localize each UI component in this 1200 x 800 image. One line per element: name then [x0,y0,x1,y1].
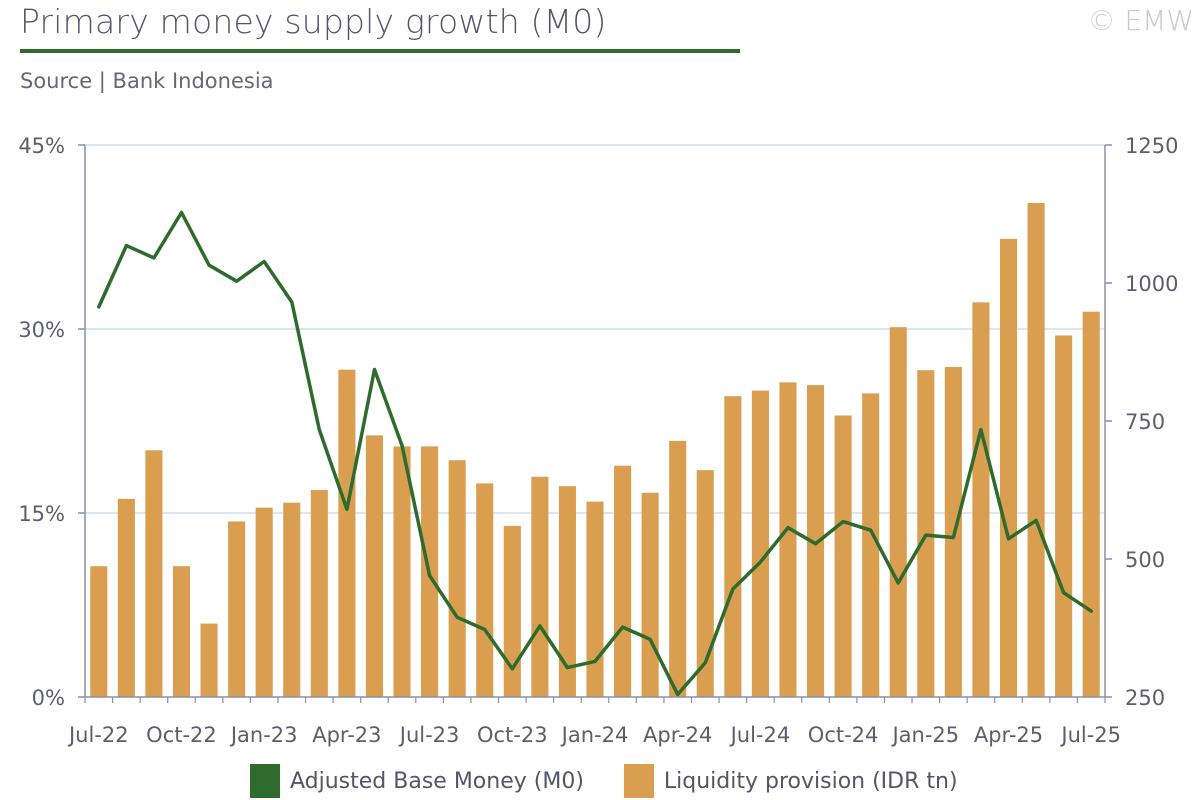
bar [751,390,769,697]
x-tick-label: Oct-22 [146,723,217,747]
bar [1055,335,1073,697]
left-tick-label: 0% [32,686,65,710]
bar [724,396,742,697]
right-tick-label: 750 [1125,410,1165,434]
x-tick-label: Jul-23 [398,723,460,747]
title-underline [20,49,740,53]
right-tick-label: 1000 [1125,272,1178,296]
right-tick-label: 500 [1125,548,1165,572]
x-tick-label: Jul-25 [1059,723,1121,747]
bar [200,623,218,697]
bar [806,385,825,697]
right-tick-label: 250 [1125,686,1165,710]
bar [696,470,714,697]
bar [228,521,246,697]
bar [889,327,907,697]
x-tick-label: Apr-23 [312,723,381,747]
legend-swatch-bar [623,764,654,798]
bar [448,460,466,697]
axes [78,144,1112,703]
x-tick-label: Jan-24 [560,723,629,747]
m0-line [97,210,1093,697]
bar [641,492,659,697]
bar [145,450,163,697]
bar [1082,311,1100,697]
bar [476,483,494,697]
x-tick-label: Apr-24 [643,723,712,747]
bar [1027,202,1045,697]
bar [310,490,328,697]
left-tick-label: 30% [18,318,65,342]
bars [90,202,1100,697]
bar [862,393,880,697]
bar [90,566,108,697]
bar [834,415,852,697]
x-tick-label: Jan-23 [229,723,298,747]
bar [283,502,301,697]
bar [393,446,411,697]
bar [172,566,191,697]
bar [972,302,990,697]
legend-label-m0: Adjusted Base Money (M0) [290,768,584,794]
bar [365,435,384,697]
bar [558,486,576,697]
tick-labels: 0% 15% 30% 45% 250 500 750 1000 1250 Jul-22 Oct-22… [18,134,1178,747]
legend-item-m0: Adjusted Base Money (M0) [250,764,584,798]
right-tick-label: 1250 [1125,134,1178,158]
left-tick-label: 45% [18,134,65,158]
bar [779,382,797,697]
x-tick-label: Jan-25 [890,723,959,747]
left-tick-label: 15% [18,502,65,526]
legend-item-liquidity: Liquidity provision (IDR tn) [623,764,958,798]
bar [999,238,1018,697]
x-tick-label: Oct-23 [477,723,548,747]
x-tick-label: Jul-22 [67,723,129,747]
x-tick-label: Oct-24 [808,723,879,747]
legend: Adjusted Base Money (M0) Liquidity provi… [250,764,998,798]
bar [117,498,135,697]
bar [614,465,632,697]
source-note: Source | Bank Indonesia [20,69,274,93]
bar [503,525,521,697]
legend-label-liquidity: Liquidity provision (IDR tn) [663,768,958,794]
bar [338,369,356,697]
m0-growth-line [97,210,1093,697]
x-tick-label: Apr-25 [974,723,1043,747]
bar [669,440,687,697]
copyright-notice: © EMW [1087,4,1194,37]
bar [586,501,604,697]
legend-swatch-line [250,764,280,798]
x-tick-label: Jul-24 [729,723,791,747]
bar [531,476,549,697]
bar [255,507,273,697]
chart-title: Primary money supply growth (M0) [20,2,607,41]
